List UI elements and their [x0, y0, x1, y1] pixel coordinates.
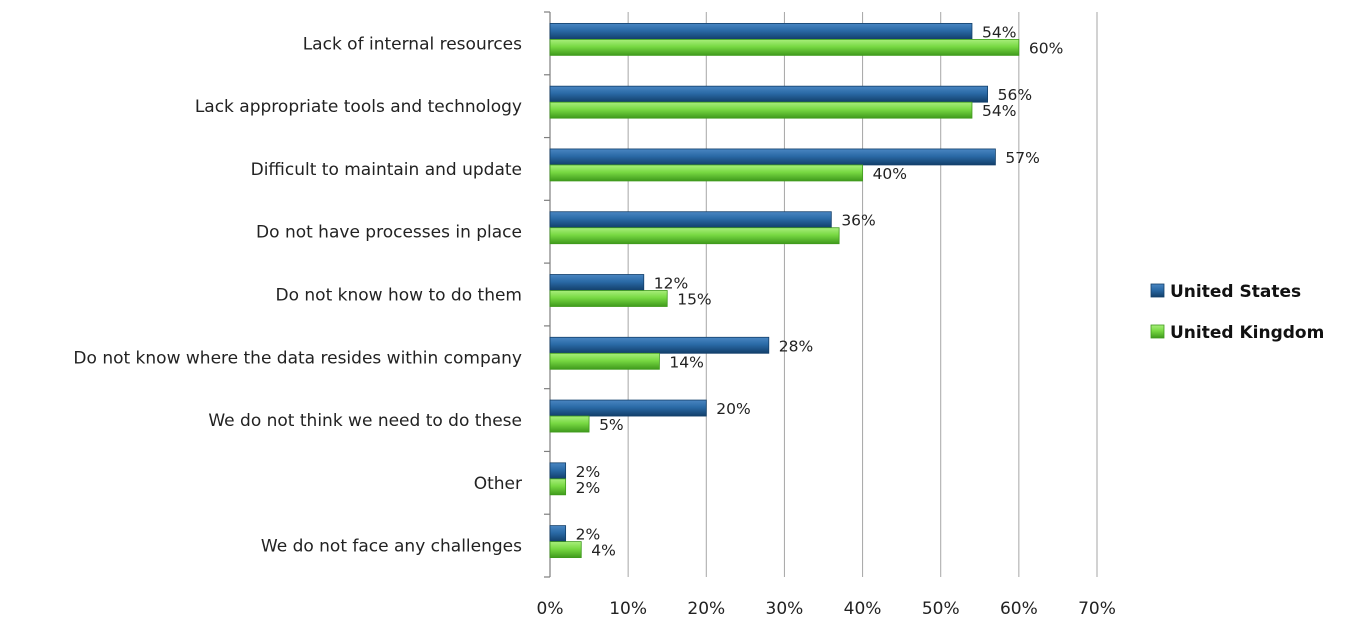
us-bar — [549, 85, 989, 103]
x-tick-label: 60% — [1000, 599, 1038, 618]
us-bar — [549, 525, 567, 543]
category-label: Lack of internal resources — [303, 34, 522, 54]
axes — [544, 11, 551, 578]
uk-bar — [549, 227, 840, 245]
uk-data-label: 4% — [591, 542, 616, 560]
uk-bar — [549, 38, 1020, 56]
us-bar — [549, 22, 973, 40]
category-label: Other — [474, 474, 522, 494]
us-bar — [549, 148, 996, 166]
uk-data-label: 60% — [1029, 39, 1063, 57]
uk-bar — [549, 478, 567, 496]
category-label: Lack appropriate tools and technology — [195, 97, 522, 117]
legend-label-us: United States — [1170, 282, 1301, 302]
category-label: We do not think we need to do these — [208, 411, 522, 431]
x-tick-label: 0% — [537, 599, 564, 618]
us-bar — [549, 274, 645, 291]
us-data-label: 36% — [841, 212, 875, 230]
uk-data-label: 2% — [576, 479, 601, 497]
us-data-label: 12% — [654, 275, 688, 293]
us-bar — [549, 399, 707, 417]
uk-bar — [549, 290, 668, 307]
category-label: Do not know how to do them — [276, 286, 522, 306]
x-tick-label: 50% — [922, 599, 960, 618]
uk-data-label: 5% — [599, 416, 624, 434]
legend-swatch-uk — [1150, 324, 1165, 339]
uk-data-label: 15% — [677, 291, 711, 309]
category-label: We do not face any challenges — [261, 537, 522, 557]
us-bar — [549, 462, 567, 480]
legend-label-uk: United Kingdom — [1170, 323, 1324, 343]
x-tick-label: 20% — [687, 599, 725, 618]
x-tick-label: 30% — [766, 599, 804, 618]
legend-swatch-us — [1150, 283, 1165, 298]
us-data-label: 2% — [576, 463, 601, 481]
x-tick-label: 10% — [609, 599, 647, 618]
x-tick-label: 40% — [844, 599, 882, 618]
us-data-label: 54% — [982, 23, 1016, 41]
us-bar — [549, 211, 832, 229]
us-data-label: 20% — [716, 400, 750, 418]
bars — [549, 22, 1020, 559]
uk-data-label: 54% — [982, 102, 1016, 120]
us-data-label: 57% — [1005, 149, 1039, 167]
us-data-label: 28% — [779, 337, 813, 355]
uk-bar — [549, 415, 590, 433]
uk-data-label: 40% — [873, 165, 907, 183]
category-label: Do not have processes in place — [256, 223, 522, 243]
uk-bar — [549, 101, 973, 119]
us-data-label: 56% — [998, 86, 1032, 104]
us-data-label: 2% — [576, 526, 601, 544]
category-label: Difficult to maintain and update — [251, 160, 522, 180]
uk-bar — [549, 352, 660, 370]
legend: United States United Kingdom — [1150, 282, 1324, 343]
category-label: Do not know where the data resides withi… — [73, 348, 522, 368]
x-tick-label: 70% — [1078, 599, 1116, 618]
us-bar — [549, 336, 770, 354]
labels: 0% 10% 20% 30% 40% 50% 60% 70% Lack of internal … — [73, 23, 1115, 618]
uk-data-label: 14% — [669, 353, 703, 371]
uk-bar — [549, 164, 863, 182]
uk-bar — [549, 541, 582, 559]
